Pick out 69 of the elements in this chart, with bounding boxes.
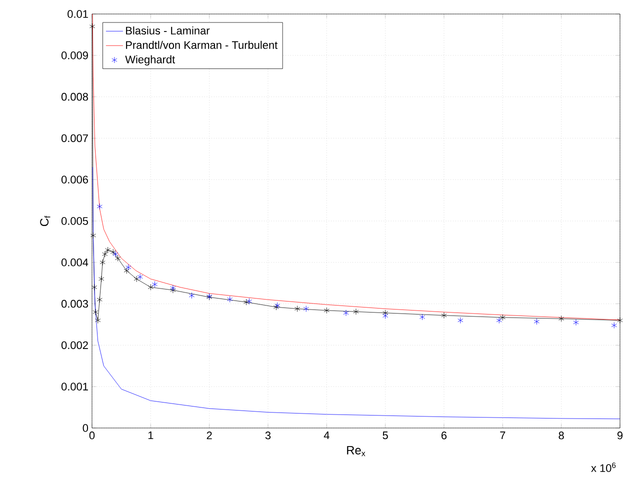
- point: [303, 306, 309, 312]
- point: [100, 259, 106, 266]
- point: [382, 312, 388, 319]
- x-tick-label: 3: [265, 432, 271, 440]
- point: [294, 306, 300, 312]
- legend-label: Prandtl/von Karman - Turbulent: [126, 40, 278, 49]
- point: [148, 284, 154, 290]
- point: [105, 246, 111, 254]
- y-tick-label: 0.002: [61, 341, 88, 350]
- point: [92, 284, 98, 290]
- point: [112, 250, 118, 258]
- point: [90, 232, 96, 239]
- x-tick-label: 0: [89, 432, 95, 440]
- point: [244, 298, 250, 306]
- point: [134, 276, 140, 282]
- point: [500, 314, 506, 321]
- point: [558, 316, 564, 322]
- point: [188, 292, 195, 299]
- y-tick-label: 0.006: [61, 176, 88, 184]
- point: [534, 318, 540, 325]
- point: [324, 307, 330, 314]
- y-tick-label: 0.009: [61, 52, 88, 60]
- point: [617, 317, 623, 324]
- legend-label: Wieghardt: [125, 55, 176, 66]
- x-tick-label: 4: [324, 432, 330, 440]
- point: [90, 23, 96, 30]
- point: [573, 319, 579, 326]
- point: [496, 317, 502, 324]
- legend-label: Blasius - Laminar: [126, 26, 210, 35]
- point: [420, 314, 426, 320]
- point: [227, 296, 233, 302]
- x-tick-label: 1: [148, 432, 154, 440]
- text: x 10$^{6}$: [591, 462, 616, 472]
- point: [441, 312, 447, 319]
- point: [382, 310, 388, 316]
- point: [353, 308, 359, 315]
- x-tick-label: 9: [617, 432, 623, 440]
- x-tick-label: 5: [382, 432, 388, 440]
- point: [95, 317, 101, 324]
- point: [92, 308, 98, 316]
- y-tick-label: 0.001: [61, 382, 88, 390]
- y-tick-label: 0.003: [61, 300, 88, 308]
- point: [246, 298, 252, 305]
- point: [611, 322, 617, 329]
- y-tick-label: 0.008: [61, 92, 88, 101]
- x-tick-label: 2: [206, 432, 212, 440]
- y-tick-label: 0.004: [61, 258, 88, 266]
- y-axis-title: C$_{f}$: [40, 216, 50, 226]
- point: [98, 276, 104, 282]
- x-axis-title: Re$_{x}$: [347, 446, 366, 456]
- point: [152, 281, 158, 288]
- point: [343, 310, 349, 316]
- point: [137, 274, 143, 280]
- x-tick-label: 8: [558, 432, 564, 440]
- line-series: [92, 166, 620, 420]
- y-tick-label: 0.005: [61, 217, 88, 225]
- point: [124, 267, 130, 274]
- x-tick-label: 7: [500, 432, 506, 440]
- y-tick-label: 0.007: [61, 134, 88, 142]
- point: [458, 317, 464, 324]
- point: [96, 296, 102, 303]
- point: [102, 250, 108, 258]
- x-tick-label: 6: [442, 432, 447, 440]
- y-tick-label: 0.01: [68, 10, 88, 18]
- y-tick-label: 0: [82, 424, 88, 432]
- point: [110, 248, 116, 256]
- point: [115, 255, 121, 262]
- point: [96, 203, 102, 210]
- point: [126, 264, 132, 271]
